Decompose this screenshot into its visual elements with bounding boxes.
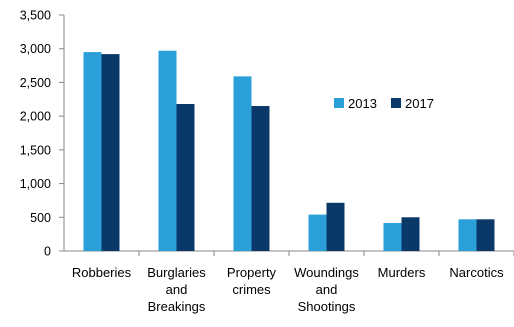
- bar-2017-2: [251, 106, 270, 252]
- bar-2017-3: [326, 202, 345, 251]
- x-category-label: Narcotics: [449, 265, 504, 280]
- y-tick-label: 1,500: [20, 143, 51, 157]
- bar-2013-0: [83, 52, 102, 252]
- x-category-label: Property: [227, 265, 277, 280]
- x-category-label: Robberies: [72, 265, 132, 280]
- bar-2017-1: [176, 104, 195, 252]
- x-category-label: crimes: [232, 282, 271, 297]
- y-tick-label: 500: [30, 211, 51, 225]
- bar-2017-4: [401, 217, 420, 251]
- bar-2013-1: [158, 50, 177, 251]
- bars: [83, 50, 495, 252]
- y-tick-label: 1,000: [20, 177, 51, 191]
- legend-swatch-2017: [391, 98, 401, 108]
- y-tick-label: 3,000: [20, 42, 51, 56]
- x-category-label: Breakings: [148, 299, 206, 314]
- bar-2017-0: [101, 54, 120, 252]
- bar-2013-4: [383, 223, 402, 251]
- bar-2017-5: [476, 219, 495, 251]
- y-tick-label: 2,000: [20, 110, 51, 124]
- legend-label-2017: 2017: [405, 96, 434, 111]
- legend-label-2013: 2013: [348, 96, 377, 111]
- x-category-label: Burglaries: [147, 265, 206, 280]
- x-category-label: Shootings: [298, 299, 356, 314]
- x-category-label: Woundings: [294, 265, 359, 280]
- bar-2013-2: [233, 76, 252, 251]
- bar-2013-5: [458, 219, 477, 251]
- x-category-label: and: [316, 282, 338, 297]
- legend-swatch-2013: [334, 98, 344, 108]
- axis-labels: 0 500 1,000 1,500 2,000 2,500 3,000 3,500 Robber…: [20, 9, 504, 315]
- y-tick-label: 2,500: [20, 76, 51, 90]
- x-category-label: and: [166, 282, 188, 297]
- axes: [59, 14, 514, 256]
- x-category-label: Murders: [378, 265, 426, 280]
- y-tick-label: 0: [44, 245, 51, 259]
- legend: 2013 2017: [334, 96, 434, 111]
- bar-2013-3: [308, 214, 327, 251]
- y-tick-label: 3,500: [20, 9, 51, 23]
